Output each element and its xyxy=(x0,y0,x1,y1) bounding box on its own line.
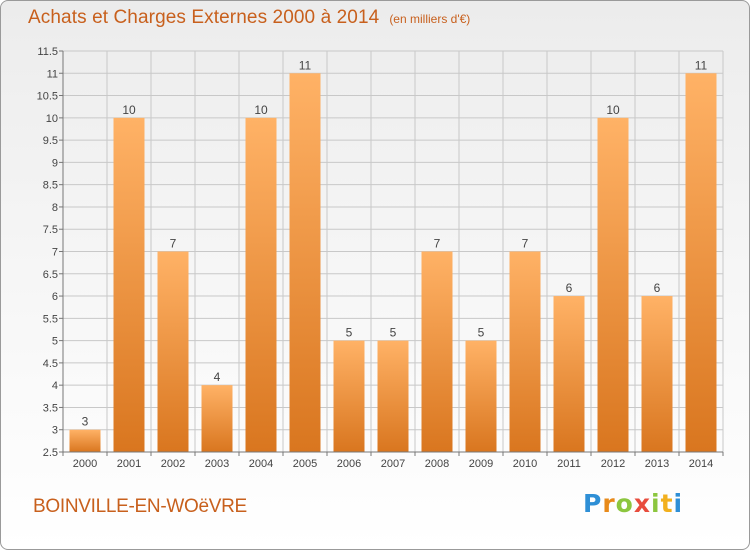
data-label: 11 xyxy=(695,58,708,72)
bar-2008 xyxy=(421,251,453,452)
logo-letter: o xyxy=(615,489,634,518)
y-tick-label: 10 xyxy=(46,113,58,125)
x-tick-label: 2003 xyxy=(205,458,229,470)
logo-letter: i xyxy=(673,489,684,518)
y-tick-label: 6.5 xyxy=(43,269,58,281)
x-tick-label: 2014 xyxy=(689,458,713,470)
bar-2001 xyxy=(113,117,145,452)
x-tick-label: 2005 xyxy=(293,458,317,470)
logo-letter: t xyxy=(660,489,674,518)
data-label: 10 xyxy=(122,103,136,117)
bar-2005 xyxy=(289,73,321,453)
y-tick-label: 11.5 xyxy=(37,46,58,58)
x-tick-label: 2002 xyxy=(161,458,185,470)
logo-letter: r xyxy=(602,489,616,518)
data-label: 4 xyxy=(214,370,221,384)
x-tick-label: 2000 xyxy=(73,458,97,470)
bar-2004 xyxy=(245,117,277,452)
title-main: Achats et Charges Externes 2000 à 2014 xyxy=(28,7,380,28)
chart-title: Achats et Charges Externes 2000 à 2014 (e… xyxy=(28,7,470,29)
bar-2009 xyxy=(465,340,497,452)
y-tick-label: 8.5 xyxy=(43,180,58,192)
x-tick-label: 2011 xyxy=(557,458,581,470)
x-tick-label: 2007 xyxy=(381,458,405,470)
logo-letter: x xyxy=(633,489,651,518)
data-label: 6 xyxy=(654,281,661,295)
y-tick-label: 3 xyxy=(52,425,58,437)
x-tick-label: 2008 xyxy=(425,458,449,470)
x-tick-label: 2009 xyxy=(469,458,493,470)
labels: 2.5 3 3.5 4 4.5 5 5.5 6 6.5 7 7.5 8 8.5 9 9.5 10 10.5 11 1… xyxy=(37,46,714,470)
title-unit: (en milliers d'€) xyxy=(389,12,471,26)
y-tick-label: 8 xyxy=(52,202,58,214)
bar-2010 xyxy=(509,251,541,452)
bar-2002 xyxy=(157,251,189,452)
data-label: 10 xyxy=(254,103,268,117)
y-tick-label: 11 xyxy=(47,68,58,80)
y-tick-label: 10.5 xyxy=(37,91,58,103)
data-label: 3 xyxy=(82,415,89,429)
x-tick-label: 2013 xyxy=(645,458,669,470)
logo-letter: P xyxy=(583,489,603,518)
x-tick-label: 2004 xyxy=(249,458,273,470)
x-tick-label: 2010 xyxy=(513,458,537,470)
bars xyxy=(69,73,717,453)
y-tick-label: 9 xyxy=(52,157,58,169)
y-tick-label: 7 xyxy=(52,247,58,259)
x-tick-label: 2001 xyxy=(117,458,141,470)
bar-2006 xyxy=(333,340,365,452)
data-label: 7 xyxy=(522,237,529,251)
proxiti-logo: Proxiti xyxy=(583,489,683,518)
bar-2011 xyxy=(553,296,585,452)
commune-name: BOINVILLE-EN-WOëVRE xyxy=(33,496,247,517)
logo-letter: i xyxy=(651,489,661,518)
data-label: 5 xyxy=(390,326,397,340)
bar-2013 xyxy=(641,296,673,452)
data-label: 10 xyxy=(606,103,620,117)
x-tick-label: 2012 xyxy=(601,458,625,470)
y-tick-label: 4.5 xyxy=(43,358,58,370)
axes xyxy=(59,50,724,456)
y-tick-label: 9.5 xyxy=(43,135,58,147)
bar-2014 xyxy=(685,73,717,453)
bar-2000 xyxy=(69,429,101,452)
y-tick-label: 3.5 xyxy=(43,402,58,414)
data-label: 6 xyxy=(566,281,573,295)
y-tick-label: 5 xyxy=(52,336,58,348)
data-label: 5 xyxy=(346,326,353,340)
data-label: 11 xyxy=(299,58,312,72)
y-tick-label: 7.5 xyxy=(43,224,58,236)
y-tick-label: 5.5 xyxy=(43,313,58,325)
data-label: 5 xyxy=(478,326,485,340)
bar-2003 xyxy=(201,385,233,452)
y-tick-label: 2.5 xyxy=(43,447,58,459)
data-label: 7 xyxy=(434,237,441,251)
x-tick-label: 2006 xyxy=(337,458,361,470)
y-tick-label: 6 xyxy=(52,291,58,303)
bar-2012 xyxy=(597,117,629,452)
data-label: 7 xyxy=(170,237,177,251)
bar-2007 xyxy=(377,340,409,452)
y-tick-label: 4 xyxy=(52,380,58,392)
